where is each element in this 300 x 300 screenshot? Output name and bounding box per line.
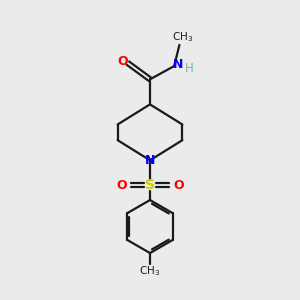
Text: O: O bbox=[117, 55, 128, 68]
Text: CH$_3$: CH$_3$ bbox=[172, 30, 194, 44]
Text: O: O bbox=[116, 179, 127, 192]
Text: H: H bbox=[185, 62, 194, 75]
Text: N: N bbox=[145, 154, 155, 167]
Text: O: O bbox=[173, 179, 184, 192]
Text: S: S bbox=[145, 178, 155, 192]
Text: CH$_3$: CH$_3$ bbox=[140, 264, 160, 278]
Text: N: N bbox=[173, 58, 184, 71]
